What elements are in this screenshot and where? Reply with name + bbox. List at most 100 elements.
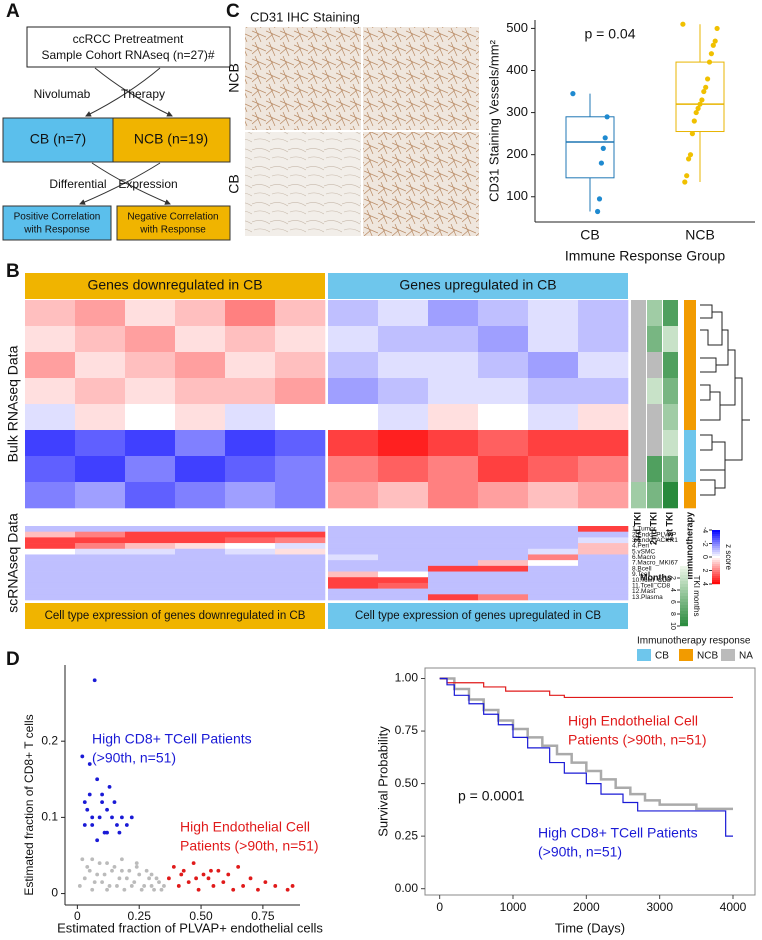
legend-label: CB xyxy=(655,651,669,662)
colorbar-segment xyxy=(712,532,720,535)
colorbar-segment xyxy=(680,587,688,591)
node-box xyxy=(112,117,231,163)
heatmap-cell xyxy=(125,577,176,584)
data-point xyxy=(602,135,608,141)
y-axis-label: CD31 Staining Vessels/mm² xyxy=(486,39,501,202)
y-tick-label: 200 xyxy=(506,146,528,161)
node-box xyxy=(26,26,231,68)
y-axis-label: Bulk RNAseq Data xyxy=(5,345,21,462)
immunotherapy-cell xyxy=(684,456,696,483)
heatmap-cell xyxy=(478,352,529,379)
row-label: 7.Macro_MKI67 xyxy=(632,560,678,567)
group-bar xyxy=(25,273,325,299)
heatmap-cell xyxy=(275,300,326,327)
y-tick-label: 0.2 xyxy=(41,733,58,747)
data-point xyxy=(80,754,85,759)
y-tick-label: 0.25 xyxy=(395,828,419,842)
ihc-image xyxy=(245,132,361,236)
tki-cell xyxy=(631,378,646,405)
colorbar-segment xyxy=(712,558,720,561)
heatmap-cell xyxy=(528,577,579,584)
heatmap-cell xyxy=(225,352,276,379)
heatmap-cell xyxy=(25,554,76,561)
heatmap-cell xyxy=(578,456,629,483)
data-point xyxy=(695,105,701,111)
tki-cell xyxy=(663,404,678,431)
heatmap-cell xyxy=(25,526,76,532)
heatmap-cell xyxy=(25,560,76,567)
heatmap-cell xyxy=(275,430,326,457)
data-point xyxy=(691,118,697,124)
data-point xyxy=(682,179,688,185)
heatmap-cell xyxy=(328,404,379,431)
heatmap-cell xyxy=(225,300,276,327)
data-point xyxy=(110,815,114,820)
heatmap-cell xyxy=(175,577,226,584)
data-point xyxy=(110,868,114,873)
heatmap-cell xyxy=(175,378,226,405)
data-point xyxy=(181,868,186,873)
series-annotation: Patients (>90th, n=51) xyxy=(180,838,319,854)
colorbar-segment xyxy=(712,552,720,555)
heatmap-cell xyxy=(25,456,76,483)
x-tick-label: 0.75 xyxy=(251,909,275,923)
data-point xyxy=(112,865,117,869)
heatmap-cell xyxy=(175,571,226,578)
y-axis-label: Survival Probability xyxy=(375,726,390,837)
heatmap-cell xyxy=(378,554,429,561)
data-point xyxy=(107,884,112,888)
node-label: Sample Cohort RNAseq (n=27)# xyxy=(41,48,214,62)
series-annotation: High Endothelial Cell xyxy=(180,819,310,835)
tki-cell xyxy=(647,482,662,509)
heatmap-cell xyxy=(528,565,579,572)
data-point xyxy=(712,38,718,44)
heatmap-cell xyxy=(528,554,579,561)
node-box xyxy=(116,205,231,241)
tki-cell xyxy=(663,482,678,509)
flow-diagram: ccRCC Pretreatment Sample Cohort RNAseq … xyxy=(2,26,231,241)
heatmap-cell xyxy=(225,430,276,457)
heatmap-cell xyxy=(378,482,429,509)
data-point xyxy=(194,876,199,881)
heatmap-cell xyxy=(225,543,276,550)
heatmap-cell xyxy=(75,543,126,550)
colorbar-segment xyxy=(712,550,720,553)
data-point xyxy=(82,800,87,805)
data-point xyxy=(105,861,109,865)
heatmap-cell xyxy=(25,577,76,584)
series-annotation: (>90th, n=51) xyxy=(92,750,176,766)
data-point xyxy=(90,815,95,820)
data-point xyxy=(595,208,601,215)
heatmap-cell xyxy=(75,352,126,379)
tki-cell xyxy=(663,326,678,353)
heatmap-cell xyxy=(578,543,629,550)
data-point xyxy=(97,815,102,820)
heatmap-cell xyxy=(328,554,379,561)
heatmap-cell xyxy=(125,352,176,379)
tki-cell xyxy=(647,300,662,327)
heatmap-cell xyxy=(275,543,326,550)
colorbar-segment xyxy=(712,582,720,585)
heatmap-cell xyxy=(275,548,326,555)
heatmap-cell xyxy=(275,537,326,544)
image-title: CD31 IHC Staining xyxy=(250,9,360,24)
heatmap-cell xyxy=(275,456,326,483)
heatmap-cell xyxy=(225,588,276,595)
heatmap-cell xyxy=(275,594,326,601)
heatmap-cell xyxy=(528,537,579,544)
heatmap-cell xyxy=(328,526,379,532)
group-bar xyxy=(328,603,628,629)
heatmap-cell xyxy=(378,594,429,601)
colorbar-segment xyxy=(712,560,720,563)
heatmap-cell xyxy=(478,548,529,555)
data-point xyxy=(600,145,606,151)
image-row-label: NCB xyxy=(226,63,242,93)
x-tick-label: 0.25 xyxy=(128,909,152,923)
data-point xyxy=(705,76,711,82)
heatmap-cell xyxy=(528,548,579,555)
heatmap-cell xyxy=(578,300,629,327)
heatmap-cell xyxy=(275,326,326,353)
heatmap-cell xyxy=(528,588,579,595)
heatmap-cell xyxy=(378,565,429,572)
